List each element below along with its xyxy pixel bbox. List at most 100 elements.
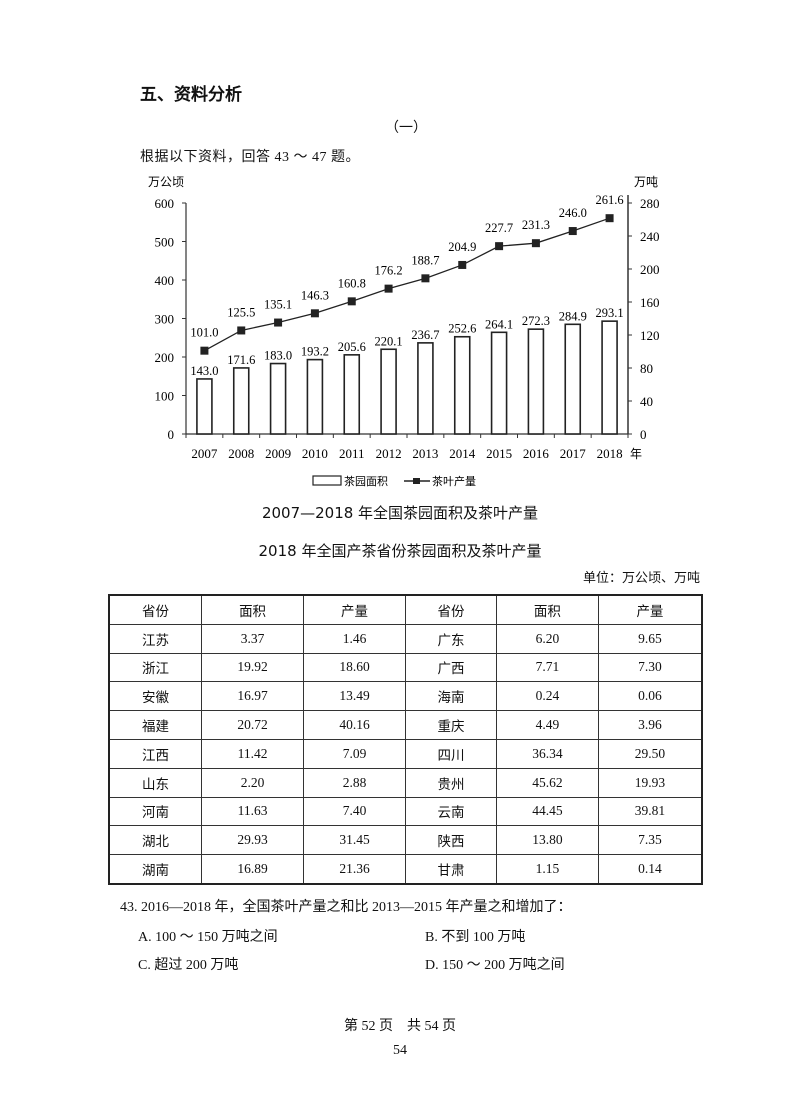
table-title: 2018 年全国产茶省份茶园面积及茶叶产量 — [258, 542, 542, 560]
intro-text: 根据以下资料，回答 43 ～ 47 题。 — [140, 150, 360, 165]
cell-output: 40.16 — [303, 710, 406, 740]
bar-value-label: 193.2 — [301, 345, 329, 359]
cell-area: 0.24 — [495, 681, 599, 712]
left-tick-label: 100 — [155, 389, 175, 404]
table-row: 江苏 3.37 1.46 广东 6.20 9.65 — [108, 623, 703, 654]
bar-value-label: 220.1 — [375, 334, 403, 348]
cell-area: 16.89 — [201, 854, 305, 885]
left-axis-unit: 万公顷 — [148, 175, 184, 189]
section-title: 五、资料分析 — [140, 85, 242, 105]
x-tick-label: 2010 — [302, 446, 328, 461]
option-b: B. 不到 100 万吨 — [425, 930, 526, 945]
bar-tea-area — [527, 328, 545, 435]
cell-output: 0.14 — [597, 854, 703, 885]
header-output: 产量 — [303, 594, 406, 625]
bar-tea-area — [343, 354, 361, 435]
cell-output: 0.06 — [597, 681, 703, 712]
bar-value-label: 293.1 — [596, 306, 624, 320]
bar-value-label: 264.1 — [485, 317, 513, 331]
line-marker — [200, 346, 209, 355]
header-output: 产量 — [597, 594, 703, 625]
x-tick-label: 2013 — [412, 446, 438, 461]
right-tick-label: 160 — [640, 295, 660, 310]
cell-province: 福建 — [108, 710, 203, 740]
line-marker — [274, 318, 283, 327]
question-43-stem: 43. 2016—2018 年，全国茶叶产量之和比 2013—2015 年产量之… — [120, 900, 572, 915]
line-value-label: 101.0 — [190, 326, 218, 340]
province-table: 省份 面积 产量 省份 面积 产量 江苏 3.37 1.46 广东 6.20 9.65 浙江… — [108, 594, 703, 885]
bar-value-label: 143.0 — [190, 364, 218, 378]
line-marker — [495, 242, 504, 251]
cell-output: 2.88 — [303, 767, 406, 798]
right-tick-label: 120 — [640, 328, 660, 343]
x-tick-label: 2009 — [265, 446, 291, 461]
chart-title: 2007—2018 年全国茶园面积及茶叶产量 — [261, 504, 539, 522]
line-value-label: 135.1 — [264, 298, 292, 312]
line-value-label: 160.8 — [338, 276, 366, 290]
legend-bar-swatch — [312, 475, 342, 486]
header-area: 面积 — [201, 594, 305, 625]
line-value-label: 261.6 — [596, 193, 624, 207]
table-row: 江西 11.42 7.09 四川 36.34 29.50 — [108, 738, 703, 769]
cell-province: 陕西 — [404, 825, 497, 856]
x-tick-label: 2017 — [560, 446, 587, 461]
table-header-row: 省份 面积 产量 省份 面积 产量 — [108, 594, 703, 625]
x-tick-label: 2014 — [449, 446, 476, 461]
cell-area: 4.49 — [495, 710, 599, 740]
left-tick-label: 0 — [168, 427, 175, 442]
bar-value-label: 205.6 — [338, 340, 366, 354]
line-value-label: 227.7 — [485, 221, 513, 235]
x-tick-label: 2008 — [228, 446, 254, 461]
cell-area: 1.15 — [495, 854, 599, 885]
line-value-label: 125.5 — [227, 305, 255, 319]
cell-province: 云南 — [404, 796, 497, 827]
cell-province: 江西 — [108, 738, 203, 769]
page-number: 54 — [393, 1043, 407, 1058]
bar-value-label: 272.3 — [522, 314, 550, 328]
line-marker — [568, 227, 577, 236]
table-unit: 单位：万公顷、万吨 — [582, 570, 700, 585]
cell-area: 2.20 — [201, 767, 305, 798]
line-marker — [347, 297, 356, 306]
legend-bar-label: 茶园面积 — [344, 475, 388, 488]
cell-output: 31.45 — [303, 825, 406, 856]
left-tick-label: 500 — [155, 235, 175, 250]
line-marker — [421, 274, 430, 283]
line-marker — [237, 326, 246, 335]
line-marker — [310, 309, 319, 318]
cell-output: 19.93 — [597, 767, 703, 798]
x-tick-label: 2015 — [486, 446, 512, 461]
cell-area: 3.37 — [201, 623, 305, 654]
cell-area: 16.97 — [201, 681, 305, 712]
cell-area: 19.92 — [201, 652, 305, 683]
cell-province: 重庆 — [404, 710, 497, 740]
bar-value-label: 252.6 — [448, 322, 476, 336]
left-tick-label: 200 — [155, 350, 175, 365]
cell-area: 11.63 — [201, 796, 305, 827]
line-value-label: 231.3 — [522, 218, 550, 232]
cell-area: 29.93 — [201, 825, 305, 856]
cell-output: 21.36 — [303, 854, 406, 885]
cell-area: 45.62 — [495, 767, 599, 798]
cell-province: 江苏 — [108, 623, 203, 654]
cell-province: 河南 — [108, 796, 203, 827]
header-province: 省份 — [108, 594, 203, 625]
combo-chart: 0 100 200 300 400 500 600 0 40 80 120 160 200 240 280 万… — [148, 175, 660, 488]
cell-province: 广西 — [404, 652, 497, 683]
cell-output: 7.09 — [303, 738, 406, 769]
x-tick-label: 2016 — [523, 446, 550, 461]
bar-tea-area — [306, 358, 324, 435]
line-value-label: 188.7 — [411, 253, 439, 267]
option-d: D. 150 ～ 200 万吨之间 — [425, 958, 565, 973]
cell-province: 浙江 — [108, 652, 203, 683]
right-tick-label: 40 — [640, 394, 653, 409]
right-tick-label: 80 — [640, 361, 653, 376]
right-tick-label: 0 — [640, 427, 647, 442]
cell-output: 39.81 — [597, 796, 703, 827]
left-tick-label: 600 — [155, 196, 175, 211]
cell-area: 36.34 — [495, 738, 599, 769]
bar-tea-area — [196, 378, 213, 435]
bar-tea-area — [269, 362, 287, 435]
x-axis-suffix: 年 — [630, 447, 642, 461]
bar-tea-area — [380, 348, 397, 435]
